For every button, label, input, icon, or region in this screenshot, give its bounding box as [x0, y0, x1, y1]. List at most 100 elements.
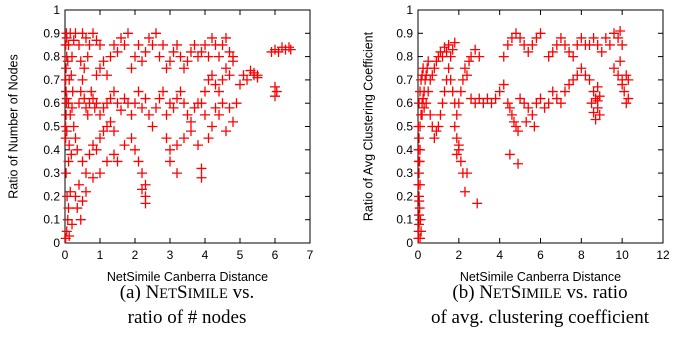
data-point	[580, 70, 591, 81]
data-point	[196, 172, 207, 183]
data-point	[67, 219, 77, 230]
data-point	[490, 93, 501, 104]
data-point	[613, 32, 624, 43]
data-point	[65, 186, 76, 197]
data-point	[64, 140, 75, 151]
data-point	[151, 102, 161, 113]
data-point	[186, 46, 196, 57]
data-point	[451, 133, 462, 144]
data-point	[221, 126, 231, 137]
data-point	[486, 98, 497, 109]
data-point	[102, 70, 112, 81]
data-point	[588, 32, 599, 43]
data-point	[130, 51, 140, 62]
data-point	[547, 46, 558, 57]
data-point	[451, 149, 462, 160]
data-point	[77, 156, 88, 167]
data-point	[511, 121, 521, 132]
data-point	[203, 51, 214, 62]
data-point	[425, 109, 436, 120]
data-point	[81, 168, 91, 179]
data-point	[79, 93, 90, 104]
data-point	[231, 98, 242, 109]
data-point	[418, 63, 429, 74]
data-point	[137, 56, 147, 67]
data-point	[165, 144, 175, 155]
data-point	[415, 86, 426, 97]
data-point	[74, 39, 84, 50]
data-point	[584, 74, 595, 85]
data-point	[568, 51, 579, 62]
data-point	[224, 102, 235, 113]
data-point	[70, 191, 81, 202]
data-point	[207, 32, 217, 43]
data-point	[462, 70, 472, 81]
x-tick-label: 3	[167, 248, 174, 262]
y-tick-label: 0	[53, 236, 60, 250]
data-point	[68, 35, 79, 46]
data-point	[109, 126, 119, 137]
data-point	[70, 133, 81, 144]
data-point	[179, 133, 189, 144]
data-point	[285, 44, 296, 55]
data-point	[413, 121, 424, 132]
x-tick-label: 12	[656, 248, 670, 262]
data-point	[189, 39, 200, 50]
data-point	[161, 133, 172, 144]
data-point	[196, 98, 207, 109]
data-point	[172, 168, 182, 179]
data-point	[453, 140, 464, 151]
data-point	[130, 98, 140, 109]
x-tick-label: 2	[132, 248, 139, 262]
data-point	[439, 42, 450, 53]
data-point	[200, 109, 210, 120]
data-point	[165, 156, 175, 167]
data-point	[221, 32, 231, 43]
x-tick-label: 5	[237, 248, 244, 262]
y-tick-label: 0.3	[43, 166, 60, 180]
data-point	[527, 39, 538, 50]
data-point	[161, 109, 172, 120]
data-point	[590, 93, 601, 104]
data-point	[431, 56, 442, 67]
data-point	[539, 102, 550, 113]
data-point	[449, 121, 460, 132]
data-point	[186, 126, 196, 137]
data-point	[133, 39, 144, 50]
data-point	[81, 32, 91, 43]
data-point	[196, 46, 207, 57]
data-point	[453, 98, 464, 109]
data-point	[75, 86, 86, 97]
data-point	[224, 70, 235, 81]
data-point	[168, 102, 179, 113]
data-point	[441, 46, 452, 57]
data-point	[564, 79, 575, 90]
caption-line-2: ratio of # nodes	[128, 307, 247, 328]
data-point	[523, 46, 534, 57]
data-point	[88, 172, 98, 183]
data-point	[102, 156, 112, 167]
data-point	[235, 79, 245, 90]
data-point	[270, 81, 280, 92]
data-point	[594, 109, 605, 120]
data-point	[137, 168, 147, 179]
data-point	[105, 116, 116, 127]
data-point	[615, 56, 626, 67]
y-tick-label: 1	[53, 3, 60, 17]
data-point	[214, 86, 224, 97]
data-point	[445, 74, 456, 85]
data-point	[84, 149, 95, 160]
data-point	[506, 109, 517, 120]
data-point	[88, 28, 98, 39]
data-point	[144, 109, 154, 120]
data-point	[140, 93, 151, 104]
data-point	[588, 107, 599, 118]
data-point	[560, 39, 570, 50]
data-point	[513, 126, 524, 137]
data-point	[447, 44, 458, 55]
data-point	[414, 196, 425, 207]
data-point	[72, 203, 83, 214]
data-point	[61, 28, 72, 39]
data-point	[416, 226, 427, 237]
data-point	[535, 28, 546, 39]
